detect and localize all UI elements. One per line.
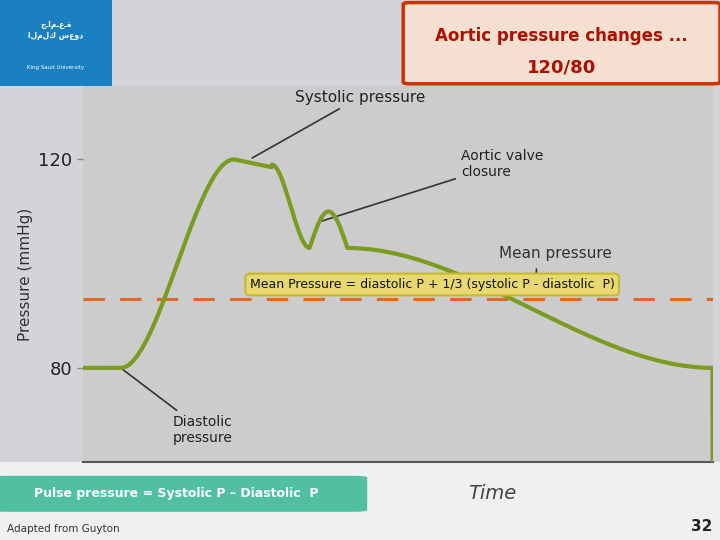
Text: Time: Time <box>468 483 516 503</box>
Text: Pulse pressure = Systolic P – Diastolic  P: Pulse pressure = Systolic P – Diastolic … <box>34 487 319 500</box>
Text: 120/80: 120/80 <box>527 58 596 76</box>
Text: Aortic valve
closure: Aortic valve closure <box>322 149 543 221</box>
Text: Adapted from Guyton: Adapted from Guyton <box>7 524 120 534</box>
Text: Aortic pressure changes ...: Aortic pressure changes ... <box>435 28 688 45</box>
FancyBboxPatch shape <box>0 476 367 512</box>
Y-axis label: Pressure (mmHg): Pressure (mmHg) <box>18 207 32 341</box>
FancyBboxPatch shape <box>403 3 720 84</box>
Text: 32: 32 <box>691 519 713 534</box>
Text: Diastolic
pressure: Diastolic pressure <box>123 369 233 445</box>
Text: Systolic pressure: Systolic pressure <box>252 90 426 158</box>
Text: Mean pressure: Mean pressure <box>498 246 611 261</box>
Text: King Saud University: King Saud University <box>27 65 84 70</box>
Text: Mean Pressure = diastolic P + 1/3 (systolic P - diastolic  P): Mean Pressure = diastolic P + 1/3 (systo… <box>250 278 615 291</box>
Text: جـامـعـة
الملك سعود: جـامـعـة الملك سعود <box>28 21 84 40</box>
